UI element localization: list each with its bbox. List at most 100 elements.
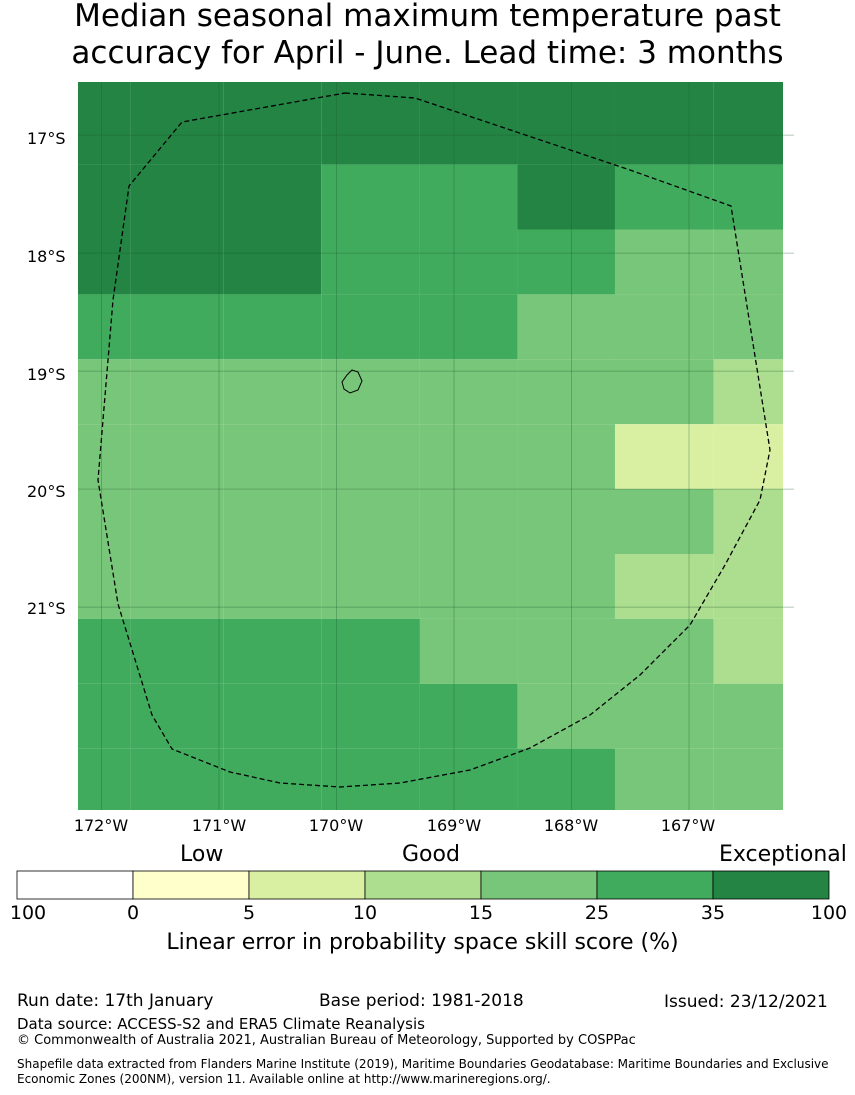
grid-cell	[223, 294, 322, 360]
colorbar-swatch	[16, 870, 134, 900]
issued-date: Issued: 23/12/2021	[664, 992, 828, 1012]
grid-cell	[517, 554, 615, 619]
grid-cell	[321, 554, 420, 619]
lon-label-167w: 167°W	[660, 816, 716, 835]
grid-cell	[614, 489, 714, 554]
skill-grid	[78, 82, 783, 810]
copyright: © Commonwealth of Australia 2021, Austra…	[17, 1033, 636, 1048]
grid-cell	[223, 618, 322, 684]
colorbar-tick-4: 15	[468, 902, 494, 924]
grid-cell	[517, 229, 615, 295]
data-source: Data source: ACCESS-S2 and ERA5 Climate …	[17, 1015, 425, 1033]
grid-cell	[517, 683, 615, 749]
lon-label-171w: 171°W	[191, 816, 247, 835]
grid-cell	[223, 489, 322, 554]
grid-cell	[419, 618, 518, 684]
colorbar-tick-2: 5	[242, 902, 256, 924]
grid-cell	[419, 359, 518, 425]
grid-cell	[713, 618, 783, 684]
grid-cell	[517, 294, 615, 360]
category-low: Low	[180, 842, 224, 867]
grid-cell	[130, 748, 224, 810]
lat-label-21s: 21°S	[27, 599, 66, 618]
grid-cell	[223, 82, 322, 165]
grid-cell	[223, 164, 322, 230]
grid-cell	[78, 748, 131, 810]
colorbar-swatch	[596, 870, 714, 900]
colorbar-tick-0: 100	[9, 902, 47, 924]
grid-cell	[321, 82, 420, 165]
grid-cell	[614, 424, 714, 490]
grid-cell	[78, 82, 131, 165]
base-period: Base period: 1981-2018	[319, 991, 524, 1011]
grid-cell	[713, 359, 783, 425]
grid-cell	[321, 618, 420, 684]
grid-cell	[713, 294, 783, 360]
grid-cell	[419, 229, 518, 295]
category-exceptional: Exceptional	[719, 842, 847, 867]
grid-cell	[130, 683, 224, 749]
grid-cell	[614, 554, 714, 619]
grid-cell	[223, 748, 322, 810]
grid-cell	[130, 424, 224, 490]
grid-cell	[419, 489, 518, 554]
lat-label-17s: 17°S	[27, 129, 66, 148]
grid-cell	[130, 489, 224, 554]
run-date: Run date: 17th January	[17, 991, 214, 1011]
eez-boundary	[97, 92, 771, 788]
colorbar-tick-5: 25	[584, 902, 610, 924]
grid-cell	[517, 748, 615, 810]
colorbar-swatch	[248, 870, 366, 900]
colorbar-tick-7: 100	[810, 902, 848, 924]
grid-cell	[321, 164, 420, 230]
shapefile-credit-line-1: Shapefile data extracted from Flanders M…	[17, 1057, 829, 1071]
grid-cell	[321, 294, 420, 360]
grid-cell	[517, 164, 615, 230]
grid-cell	[78, 359, 131, 425]
shapefile-credit: Shapefile data extracted from Flanders M…	[17, 1057, 847, 1087]
lat-label-20s: 20°S	[27, 482, 66, 501]
colorbar-swatch	[132, 870, 250, 900]
grid-cell	[78, 294, 131, 360]
shapefile-credit-line-2: Economic Zones (200NM), version 11. Avai…	[17, 1072, 551, 1086]
lat-label-19s: 19°S	[27, 365, 66, 384]
grid-cell	[321, 424, 420, 490]
grid-cell	[78, 424, 131, 490]
grid-cell	[614, 748, 714, 810]
colorbar-label: Linear error in probability space skill …	[166, 930, 679, 955]
grid-cell	[713, 164, 783, 230]
grid-cell	[419, 748, 518, 810]
grid-cell	[614, 683, 714, 749]
grid-cell	[517, 618, 615, 684]
colorbar-swatches	[16, 870, 830, 900]
grid-cell	[78, 554, 131, 619]
map-title: Median seasonal maximum temperature past…	[0, 0, 855, 72]
grid-cell	[614, 359, 714, 425]
grid-cell	[517, 359, 615, 425]
colorbar-swatch	[364, 870, 482, 900]
grid-cell	[419, 164, 518, 230]
island-niue	[341, 369, 363, 394]
grid-cell	[419, 82, 518, 165]
grid-cell	[223, 229, 322, 295]
grid-cell	[614, 294, 714, 360]
grid-cell	[130, 359, 224, 425]
title-line-1: Median seasonal maximum temperature past	[74, 0, 781, 34]
grid-cell	[517, 489, 615, 554]
grid-cell	[78, 683, 131, 749]
title-line-2: accuracy for April - June. Lead time: 3 …	[71, 35, 784, 71]
grid-cell	[223, 424, 322, 490]
lon-label-169w: 169°W	[426, 816, 482, 835]
grid-cell	[130, 229, 224, 295]
grid-cell	[713, 82, 783, 165]
grid-cell	[713, 489, 783, 554]
grid-cell	[78, 164, 131, 230]
category-good: Good	[402, 842, 460, 867]
grid-cell	[130, 294, 224, 360]
grid-cell	[713, 748, 783, 810]
grid-cell	[713, 424, 783, 490]
grid-cell	[321, 683, 420, 749]
grid-cell	[713, 683, 783, 749]
